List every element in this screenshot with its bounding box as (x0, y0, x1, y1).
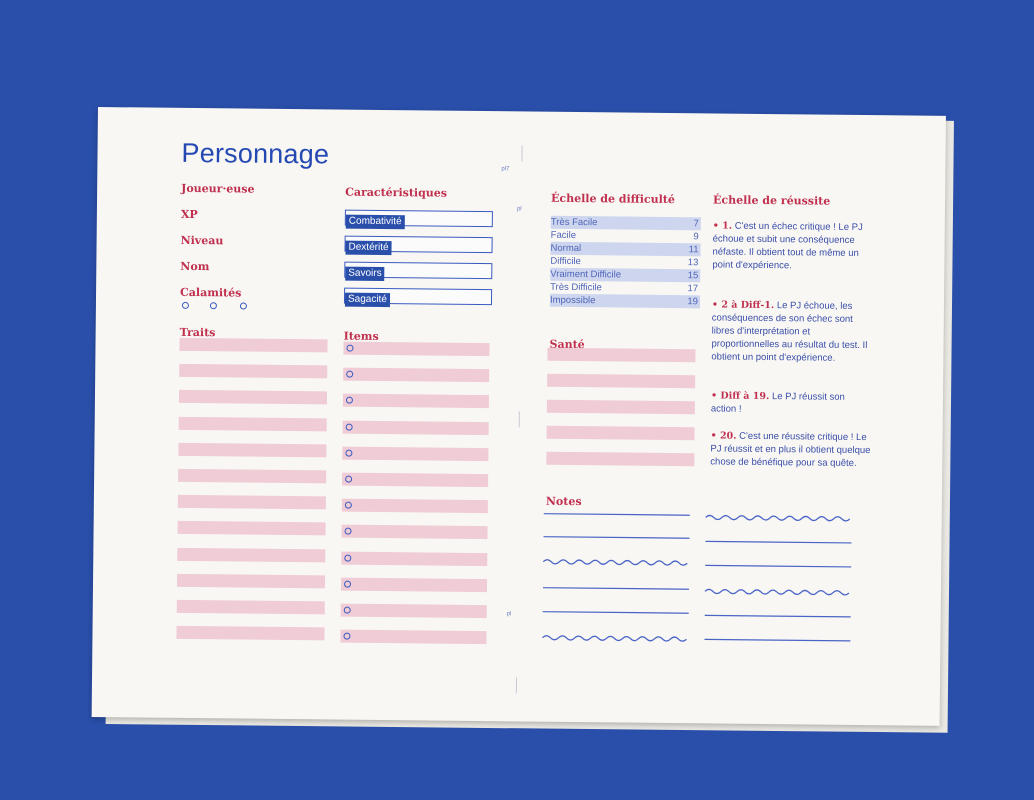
fold-mark (518, 411, 520, 428)
success-lead: • 1. (712, 220, 733, 232)
difficulty-label: Très Facile (550, 216, 598, 229)
characteristics-title: Caractéristiques (345, 185, 448, 200)
health-lines (98, 107, 946, 467)
difficulty-value: 7 (693, 218, 699, 230)
difficulty-value: 13 (687, 257, 699, 269)
fold-mark (521, 145, 523, 162)
success-lead: • 2 à Diff-1. (711, 299, 775, 312)
stat-label: Dextérité (345, 240, 392, 256)
stat-field-sagacite[interactable]: Sagacité (343, 287, 493, 308)
difficulty-label: Vraiment Difficile (550, 268, 622, 281)
success-entry: • 1. C'est un échec critique ! Le PJ éch… (712, 219, 873, 273)
difficulty-label: Très Difficile (550, 281, 602, 294)
health-line[interactable] (546, 451, 695, 467)
stat-field-dexterite[interactable]: Dextérité (344, 235, 493, 256)
difficulty-value: 19 (687, 296, 699, 308)
item-line[interactable] (341, 498, 488, 514)
label-name: Nom (180, 259, 210, 274)
notes-lines (542, 513, 852, 642)
character-sheet: Personnage pl7 pl pl Joueur·euse XP Nive… (91, 107, 946, 726)
item-checkbox[interactable] (345, 449, 353, 457)
label-player: Joueur·euse (181, 181, 255, 196)
item-line[interactable] (340, 577, 488, 592)
trait-line[interactable] (178, 416, 327, 432)
item-checkbox[interactable] (345, 475, 353, 483)
success-entry: • 20. C'est une réussite critique ! Le P… (710, 429, 870, 470)
stat-label: Sagacité (344, 292, 390, 308)
item-checkbox[interactable] (343, 580, 352, 588)
traits-lines (98, 107, 946, 641)
difficulty-label: Difficile (550, 255, 581, 268)
difficulty-title: Échelle de difficulté (551, 191, 675, 207)
calamity-checkbox[interactable] (209, 302, 217, 310)
trait-line[interactable] (179, 337, 328, 353)
health-line[interactable] (546, 399, 695, 415)
items-lines (98, 107, 946, 645)
item-line[interactable] (340, 629, 487, 645)
trait-line[interactable] (178, 390, 328, 405)
fold-label: pl (516, 206, 522, 213)
success-lead: • 20. (710, 430, 737, 442)
trait-line[interactable] (177, 521, 326, 536)
difficulty-value: 11 (688, 244, 699, 256)
success-entry: • 2 à Diff-1. Le PJ échoue, les conséque… (711, 298, 872, 365)
trait-line[interactable] (176, 599, 325, 615)
item-line[interactable] (342, 472, 489, 488)
calamity-checkbox[interactable] (239, 302, 247, 310)
label-calamities: Calamités (179, 285, 242, 300)
item-line[interactable] (340, 603, 487, 619)
item-line[interactable] (342, 420, 489, 435)
item-line[interactable] (343, 367, 490, 383)
item-checkbox[interactable] (343, 606, 351, 614)
success-lead: • Diff à 19. (710, 390, 770, 403)
success-entry: • Diff à 19. Le PJ réussit son action ! (711, 389, 871, 417)
difficulty-table: Très Facile 7 Facile 9 Normal 11 Difficile 13 Vr… (549, 215, 701, 309)
item-checkbox[interactable] (345, 423, 353, 431)
health-line[interactable] (547, 347, 696, 363)
trait-line[interactable] (178, 442, 327, 458)
calamity-checkbox[interactable] (181, 301, 189, 309)
trait-line[interactable] (177, 495, 326, 510)
difficulty-label: Facile (550, 229, 577, 242)
difficulty-row: Impossible 19 (549, 293, 701, 309)
stat-field-combativite[interactable]: Combativité (344, 209, 493, 230)
item-line[interactable] (342, 393, 490, 409)
trait-line[interactable] (177, 547, 326, 562)
item-checkbox[interactable] (344, 554, 352, 562)
label-level: Niveau (180, 233, 224, 248)
trait-line[interactable] (178, 468, 327, 484)
stat-label: Savoirs (345, 266, 385, 282)
stat-label: Combativité (345, 214, 405, 230)
fold-mark (515, 677, 518, 694)
fold-label: pl7 (501, 166, 510, 173)
stat-field-savoirs[interactable]: Savoirs (344, 261, 493, 282)
difficulty-value: 17 (687, 283, 699, 295)
difficulty-value: 15 (687, 270, 699, 282)
item-checkbox[interactable] (346, 344, 354, 352)
difficulty-label: Normal (550, 242, 582, 255)
item-line[interactable] (341, 524, 488, 540)
fold-label: pl (506, 611, 512, 618)
label-xp: XP (180, 207, 198, 222)
trait-line[interactable] (179, 364, 328, 379)
health-line[interactable] (546, 425, 695, 441)
item-line[interactable] (343, 341, 490, 357)
difficulty-label: Impossible (549, 294, 596, 307)
success-title: Échelle de réussite (712, 193, 831, 208)
health-line[interactable] (547, 373, 696, 389)
page-title: Personnage (181, 137, 330, 170)
difficulty-value: 9 (693, 231, 699, 243)
item-line[interactable] (341, 551, 488, 566)
trait-line[interactable] (176, 626, 325, 641)
trait-line[interactable] (176, 573, 326, 589)
success-text: C'est un échec critique ! Le PJ échoue e… (712, 220, 863, 272)
item-line[interactable] (342, 446, 489, 461)
